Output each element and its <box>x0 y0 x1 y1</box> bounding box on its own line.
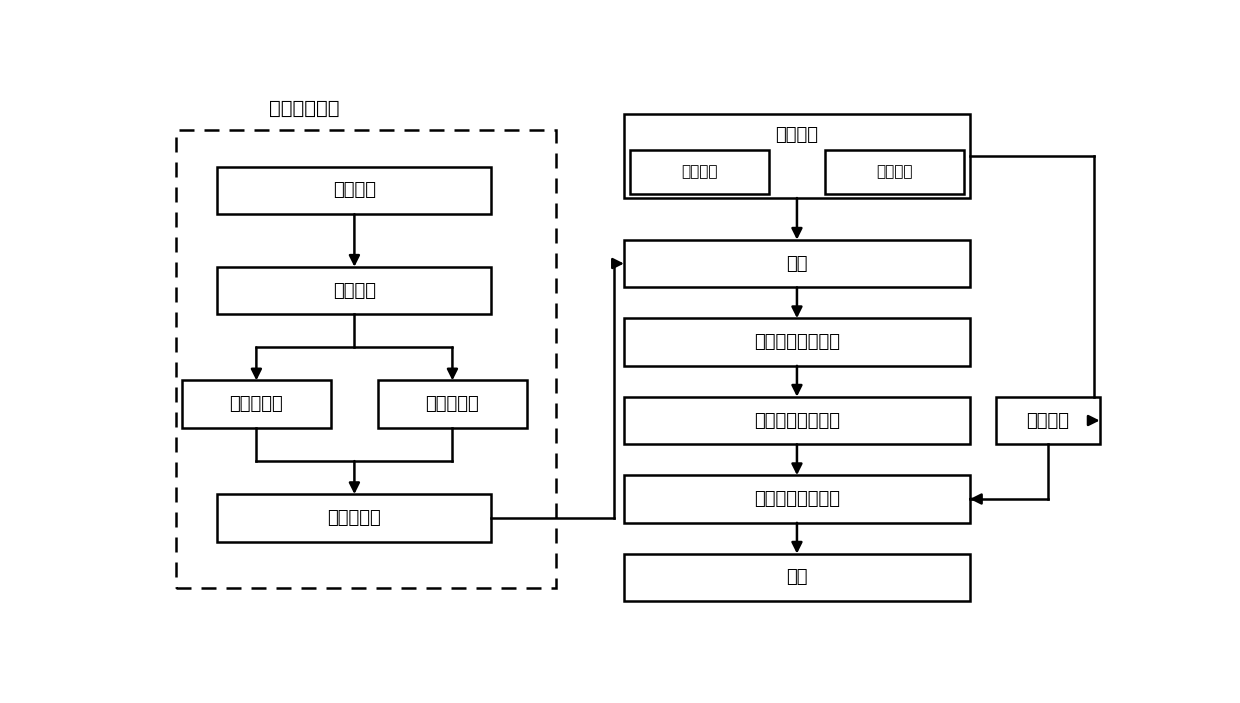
Bar <box>996 396 1100 444</box>
Text: 离线相机标定: 离线相机标定 <box>269 99 340 118</box>
Bar <box>624 554 970 601</box>
Text: 后端：非线性优化: 后端：非线性优化 <box>754 490 839 508</box>
Bar <box>624 114 970 198</box>
Text: 特征点提取与匹配: 特征点提取与匹配 <box>754 333 839 351</box>
Text: 外参数标定: 外参数标定 <box>425 395 480 413</box>
Text: 校正: 校正 <box>786 254 807 273</box>
Text: 内参数标定: 内参数标定 <box>229 395 283 413</box>
Bar <box>624 475 970 523</box>
Bar <box>825 150 965 194</box>
Bar <box>176 130 556 588</box>
Bar <box>630 150 769 194</box>
Bar <box>624 318 970 366</box>
Text: 图像获取: 图像获取 <box>775 126 818 143</box>
Text: 构图: 构图 <box>786 569 807 586</box>
Text: 右摄像头: 右摄像头 <box>877 165 913 179</box>
Bar <box>217 167 491 214</box>
Text: 棋盘图像: 棋盘图像 <box>332 181 376 200</box>
Text: 角点提取: 角点提取 <box>332 282 376 299</box>
Bar <box>182 380 331 428</box>
Bar <box>624 240 970 288</box>
Text: 摄像机参数: 摄像机参数 <box>327 509 381 527</box>
Text: 左摄像头: 左摄像头 <box>681 165 718 179</box>
Text: 前端：视觉里程计: 前端：视觉里程计 <box>754 411 839 430</box>
Bar <box>378 380 527 428</box>
Bar <box>217 266 491 314</box>
Bar <box>624 396 970 444</box>
Bar <box>217 494 491 542</box>
Text: 回环检测: 回环检测 <box>1027 411 1069 430</box>
